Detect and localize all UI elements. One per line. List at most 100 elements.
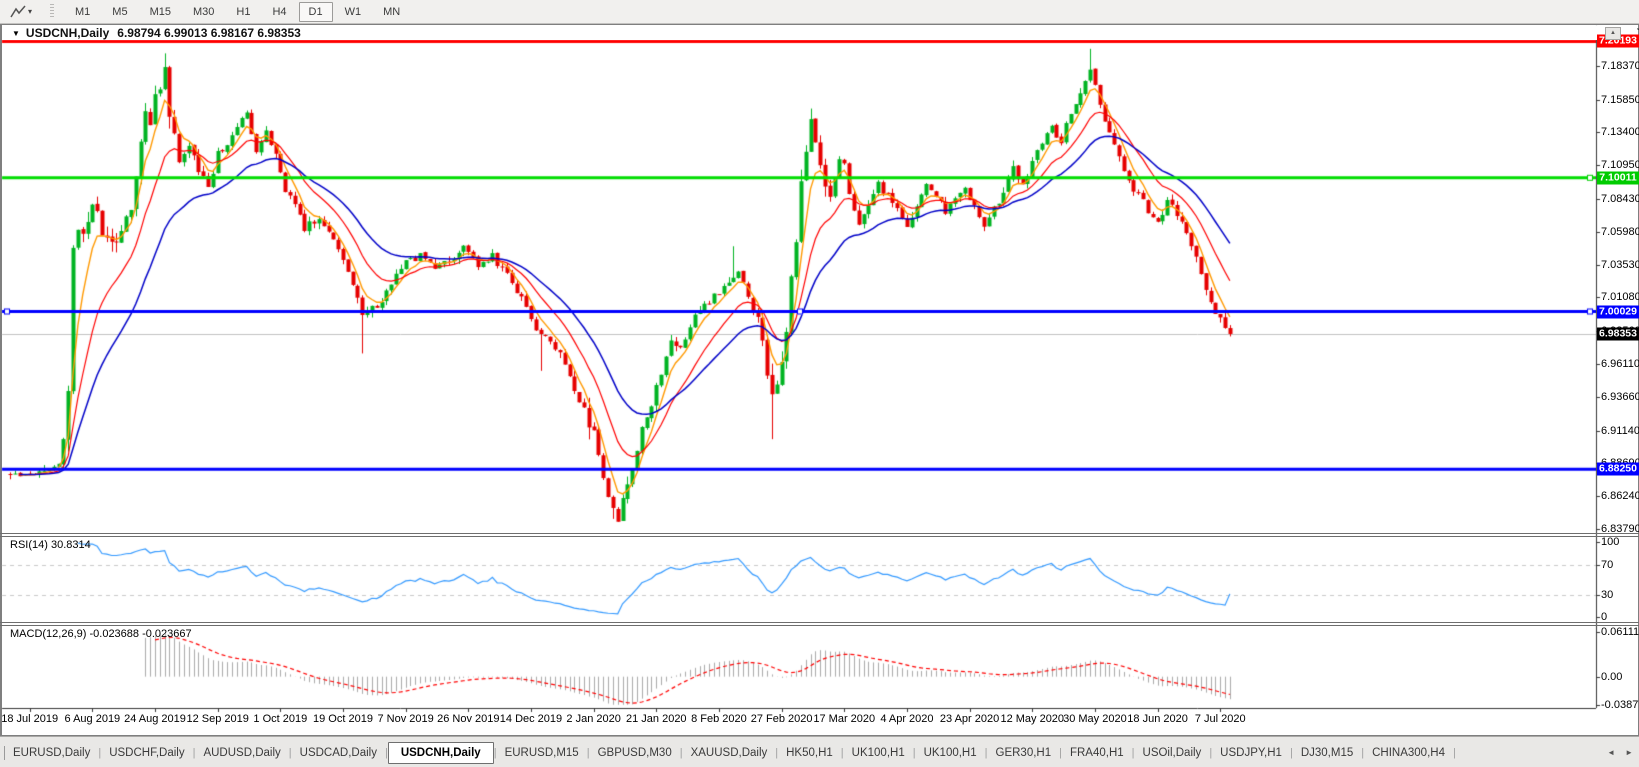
date-tick-label: 14 Dec 2019 <box>499 713 563 725</box>
timeframe-button-H1[interactable]: H1 <box>236 5 251 18</box>
chart-tab-DJ30-M15[interactable]: DJ30,M15 <box>1300 746 1354 759</box>
date-tick-label: 4 Apr 2020 <box>880 713 934 725</box>
chart-tab-EURUSD-Daily[interactable]: EURUSD,Daily <box>13 746 91 759</box>
tab-separator: | <box>288 746 292 759</box>
timeframe-button-M15[interactable]: M15 <box>149 5 171 18</box>
date-tick-label: 6 Aug 2019 <box>64 713 121 725</box>
price-tick-label: 7.08430 <box>1601 192 1639 205</box>
macd-scale-label: 0.061119 <box>1601 626 1639 638</box>
toolbar-grip[interactable] <box>50 4 55 19</box>
tab-separator: | <box>1131 746 1135 759</box>
chart-tab-CHINA300-H4[interactable]: CHINA300,H4 <box>1372 746 1445 759</box>
date-tick-label: 24 Aug 2019 <box>124 713 186 725</box>
date-tick-label: 7 Jul 2020 <box>1194 713 1246 725</box>
pane-separator <box>0 536 1639 537</box>
main-chart-plot-area[interactable] <box>2 40 1596 533</box>
tab-separator: | <box>679 746 683 759</box>
date-tick-label: 8 Feb 2020 <box>691 713 747 725</box>
tabbar-edge <box>4 745 5 760</box>
line-studies-button[interactable]: ▾ <box>6 4 36 20</box>
date-tick-label: 1 Oct 2019 <box>253 713 308 725</box>
date-tick-label: 7 Nov 2019 <box>377 713 434 725</box>
price-line-tag: 6.98353 <box>1597 327 1639 341</box>
tab-separator: | <box>192 746 196 759</box>
timeframe-button-M5[interactable]: M5 <box>112 5 128 18</box>
chevron-down-icon: ▾ <box>28 6 33 16</box>
chart-tab-USDCHF-Daily[interactable]: USDCHF,Daily <box>109 746 185 759</box>
chart-tab-GBPUSD-M30[interactable]: GBPUSD,M30 <box>597 746 672 759</box>
rsi-level-label: 0 <box>1601 611 1608 623</box>
date-tick-label: 30 May 2020 <box>1063 713 1127 725</box>
price-line-tag: 7.10011 <box>1597 171 1639 185</box>
price-tick-label: 6.83790 <box>1601 523 1639 536</box>
tab-separator: | <box>493 746 497 759</box>
tab-separator: | <box>1361 746 1365 759</box>
timeframe-button-H4[interactable]: H4 <box>272 5 287 18</box>
chart-tab-FRA40-H1[interactable]: FRA40,H1 <box>1069 746 1124 759</box>
chart-tab-UK100-H1[interactable]: UK100,H1 <box>923 746 977 759</box>
date-tick-label: 19 Oct 2019 <box>313 713 373 725</box>
price-axis[interactable] <box>1596 40 1639 708</box>
tab-separator: | <box>586 746 590 759</box>
line-chart-icon <box>10 5 26 17</box>
chart-tab-GER30-H1[interactable]: GER30,H1 <box>995 746 1052 759</box>
price-tick-label: 7.01080 <box>1601 291 1639 304</box>
chart-ohlc-values: 6.98794 6.99013 6.98167 6.98353 <box>117 26 301 40</box>
chart-tab-EURUSD-M15[interactable]: EURUSD,M15 <box>504 746 579 759</box>
date-tick-label: 18 Jun 2020 <box>1127 713 1188 725</box>
tab-separator: | <box>1059 746 1062 759</box>
chart-tab-UK100-H1[interactable]: UK100,H1 <box>851 746 905 759</box>
date-tick-label: 27 Feb 2020 <box>750 713 813 725</box>
price-tick-label: 6.91140 <box>1601 424 1639 437</box>
tab-separator: | <box>384 746 388 759</box>
chart-tab-USDJPY-H1[interactable]: USDJPY,H1 <box>1220 746 1282 759</box>
price-tick-label: 7.18370 <box>1601 59 1639 72</box>
chart-symbol-title: USDCNH,Daily <box>25 26 110 40</box>
price-tick-label: 7.03530 <box>1601 258 1639 271</box>
timeframe-button-W1[interactable]: W1 <box>344 5 362 18</box>
chart-tab-USOil-Daily[interactable]: USOil,Daily <box>1142 746 1202 759</box>
tab-separator: | <box>98 746 102 759</box>
price-line-tag: 6.88250 <box>1597 462 1639 476</box>
chart-tab-XAUUSD-Daily[interactable]: XAUUSD,Daily <box>690 746 768 759</box>
chart-tab-AUDUSD-Daily[interactable]: AUDUSD,Daily <box>203 746 281 759</box>
timeframe-button-M30[interactable]: M30 <box>192 5 215 18</box>
chart-tab-bar: EURUSD,Daily | USDCHF,Daily | AUDUSD,Daily | U… <box>0 736 1639 767</box>
chart-tab-USDCNH-Daily[interactable]: USDCNH,Daily <box>387 741 494 764</box>
price-tick-label: 7.05980 <box>1601 225 1639 238</box>
price-tick-label: 7.10950 <box>1601 159 1639 172</box>
chart-tab-HK50-H1[interactable]: HK50,H1 <box>786 746 833 759</box>
timeframe-button-MN[interactable]: MN <box>383 5 401 18</box>
date-tick-label: 21 Jan 2020 <box>626 713 687 725</box>
pane-separator[interactable] <box>0 533 1639 534</box>
price-tick-label: 6.93660 <box>1601 390 1639 403</box>
macd-scale-label: 0.00 <box>1601 670 1623 683</box>
macd-scale-label: -0.038777 <box>1601 698 1639 711</box>
chart-titlebar: ▼ USDCNH,Daily 6.98794 6.99013 6.98167 6… <box>2 26 1637 40</box>
tab-scroll-left-icon[interactable]: ◄ <box>1607 748 1616 757</box>
time-axis[interactable] <box>2 708 1596 734</box>
tab-scroll-right-icon[interactable]: ► <box>1625 748 1633 757</box>
pane-separator[interactable] <box>0 622 1639 623</box>
price-tick-label: 7.13400 <box>1601 126 1639 139</box>
timeframe-button-M1[interactable]: M1 <box>75 5 91 18</box>
chart-tab-USDCAD-Daily[interactable]: USDCAD,Daily <box>299 746 377 759</box>
tab-separator: | <box>912 746 916 759</box>
collapse-triangle-icon[interactable]: ▼ <box>12 28 20 38</box>
date-tick-label: 12 May 2020 <box>1000 713 1065 725</box>
rsi-value: 30.8314 <box>50 539 91 551</box>
date-tick-label: 18 Jul 2019 <box>1 713 59 725</box>
tab-scroll-arrows: ◄ ► <box>1599 737 1633 767</box>
timeframe-toolbar: ▾ M1 M5 M15 M30 H1 H4 D1 W1 MN <box>0 0 1639 24</box>
rsi-level-label: 70 <box>1601 558 1614 571</box>
timeframe-button-D1[interactable]: D1 <box>298 1 333 22</box>
tab-separator: | <box>1452 746 1456 759</box>
scroll-up-button[interactable]: ▲ <box>1605 27 1621 40</box>
tab-separator: | <box>840 746 844 759</box>
macd-values: -0.023688 -0.023667 <box>89 628 192 640</box>
rsi-pane-label: RSI(14) 30.8314 <box>10 539 91 551</box>
tab-separator: | <box>775 746 779 759</box>
macd-pane-label: MACD(12,26,9) -0.023688 -0.023667 <box>10 628 192 640</box>
